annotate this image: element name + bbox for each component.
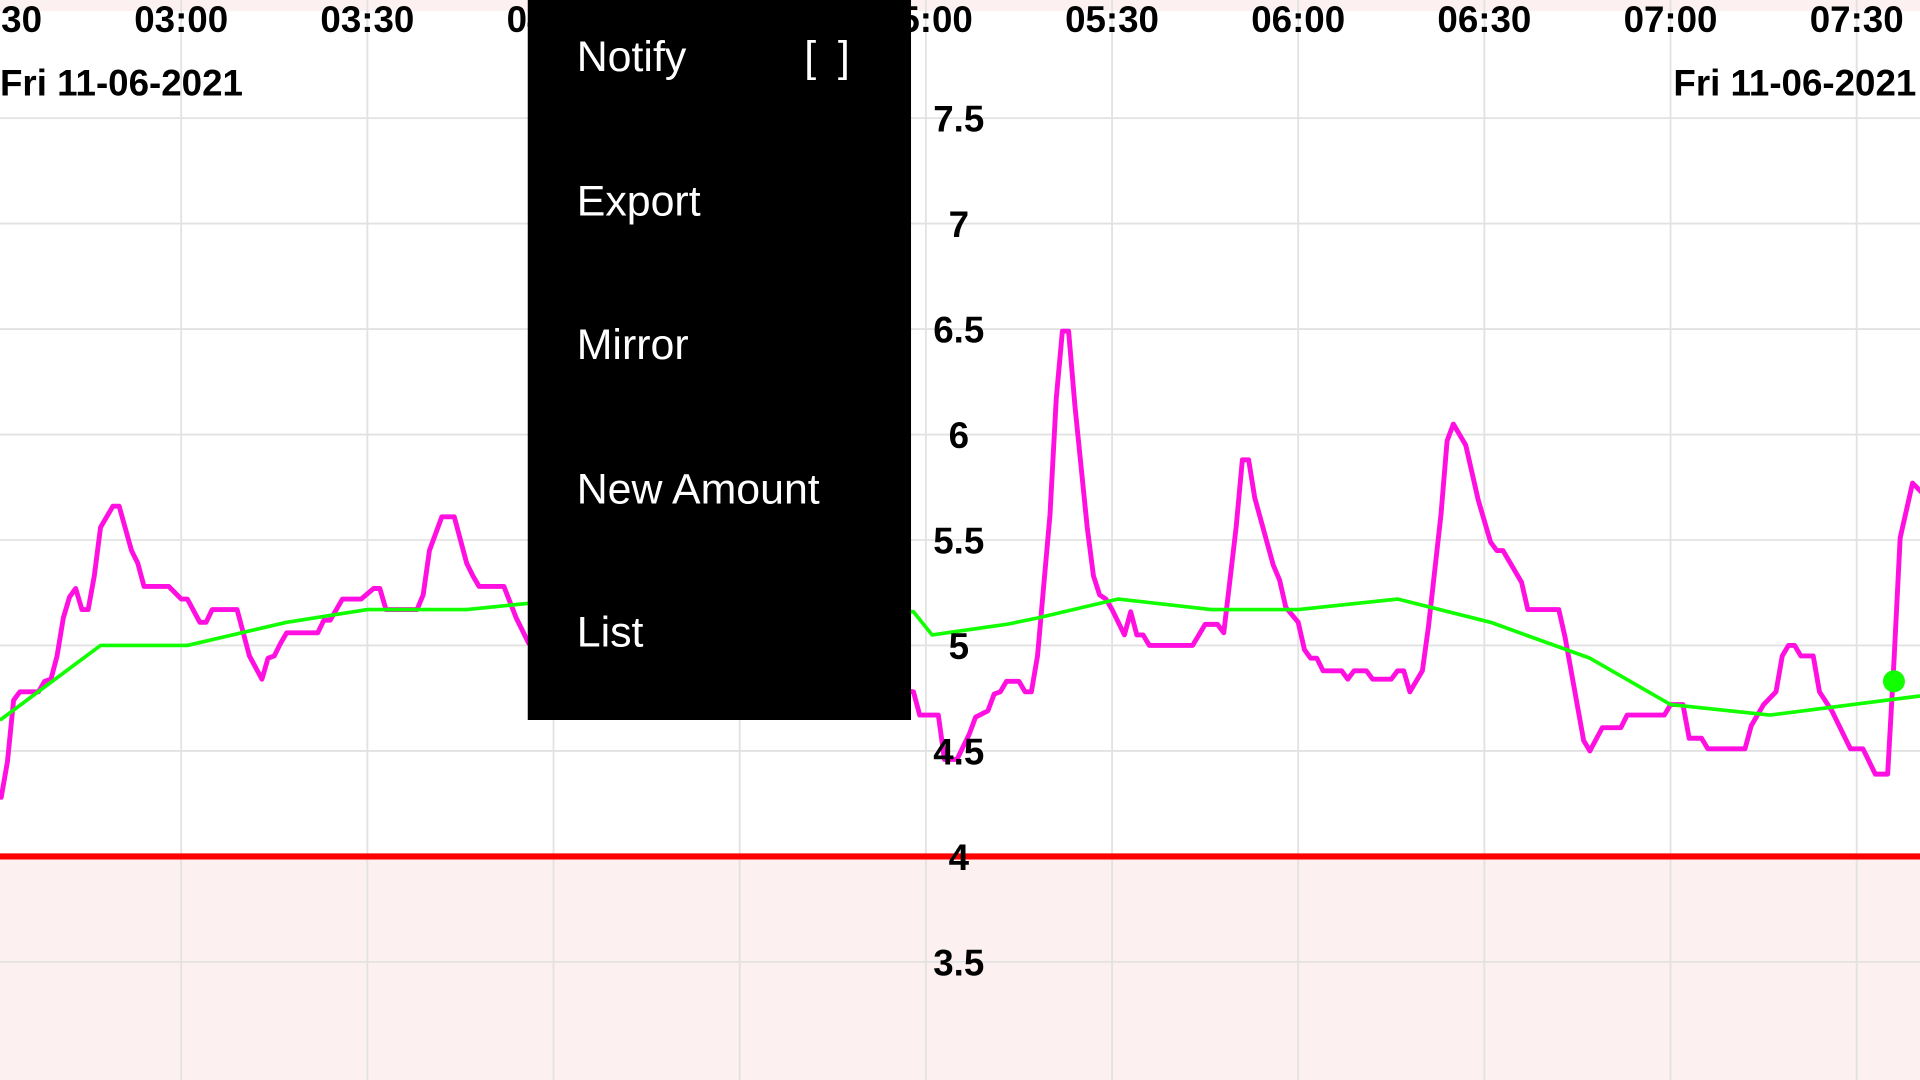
- menu-item-label: Mirror: [576, 320, 689, 369]
- y-tick-label: 5.5: [933, 520, 984, 561]
- top-band: [0, 0, 1920, 12]
- x-tick-label: 07:30: [1810, 0, 1904, 40]
- date-label-right: Fri 11-06-2021: [1673, 63, 1916, 104]
- x-tick-label: 03:00: [134, 0, 228, 40]
- y-tick-label: 7: [949, 204, 969, 245]
- x-tick-label: 03:30: [320, 0, 414, 40]
- y-tick-label: 6: [949, 415, 969, 456]
- series-line-readings: [0, 328, 1920, 800]
- menu-item-notify[interactable]: Notify: [577, 33, 862, 106]
- notify-checkbox[interactable]: [ ]: [804, 33, 855, 81]
- x-tick-label: 06:30: [1437, 0, 1531, 40]
- y-tick-label: 7.5: [933, 99, 984, 140]
- y-tick-label: 4: [949, 837, 970, 878]
- low-range-band: [0, 856, 1920, 1080]
- menu-item-label: Export: [576, 177, 701, 226]
- x-tick-label: 06:00: [1251, 0, 1345, 40]
- overflow-menu: Notify [ ] Export Mirror New Amount List: [527, 0, 912, 721]
- current-value-marker[interactable]: [1882, 670, 1905, 693]
- x-tick-label: 02:30: [0, 0, 42, 40]
- x-tick-label: 07:00: [1624, 0, 1718, 40]
- y-tick-label: 3.5: [933, 942, 984, 983]
- y-tick-label: 6.5: [933, 310, 984, 351]
- menu-item-label: List: [576, 608, 644, 657]
- menu-item-export[interactable]: Export: [577, 178, 701, 251]
- menu-item-label: Notify: [576, 33, 687, 81]
- x-tick-label: 05:30: [1065, 0, 1159, 40]
- menu-item-label: New Amount: [576, 465, 820, 514]
- menu-item-list[interactable]: List: [577, 609, 644, 682]
- menu-item-mirror[interactable]: Mirror: [577, 321, 689, 394]
- menu-item-new-amount[interactable]: New Amount: [577, 465, 820, 538]
- y-tick-label: 5: [949, 626, 969, 667]
- y-tick-label: 4.5: [933, 731, 984, 772]
- series-line-trend: [0, 597, 1920, 722]
- date-label-left: Fri 11-06-2021: [0, 63, 243, 104]
